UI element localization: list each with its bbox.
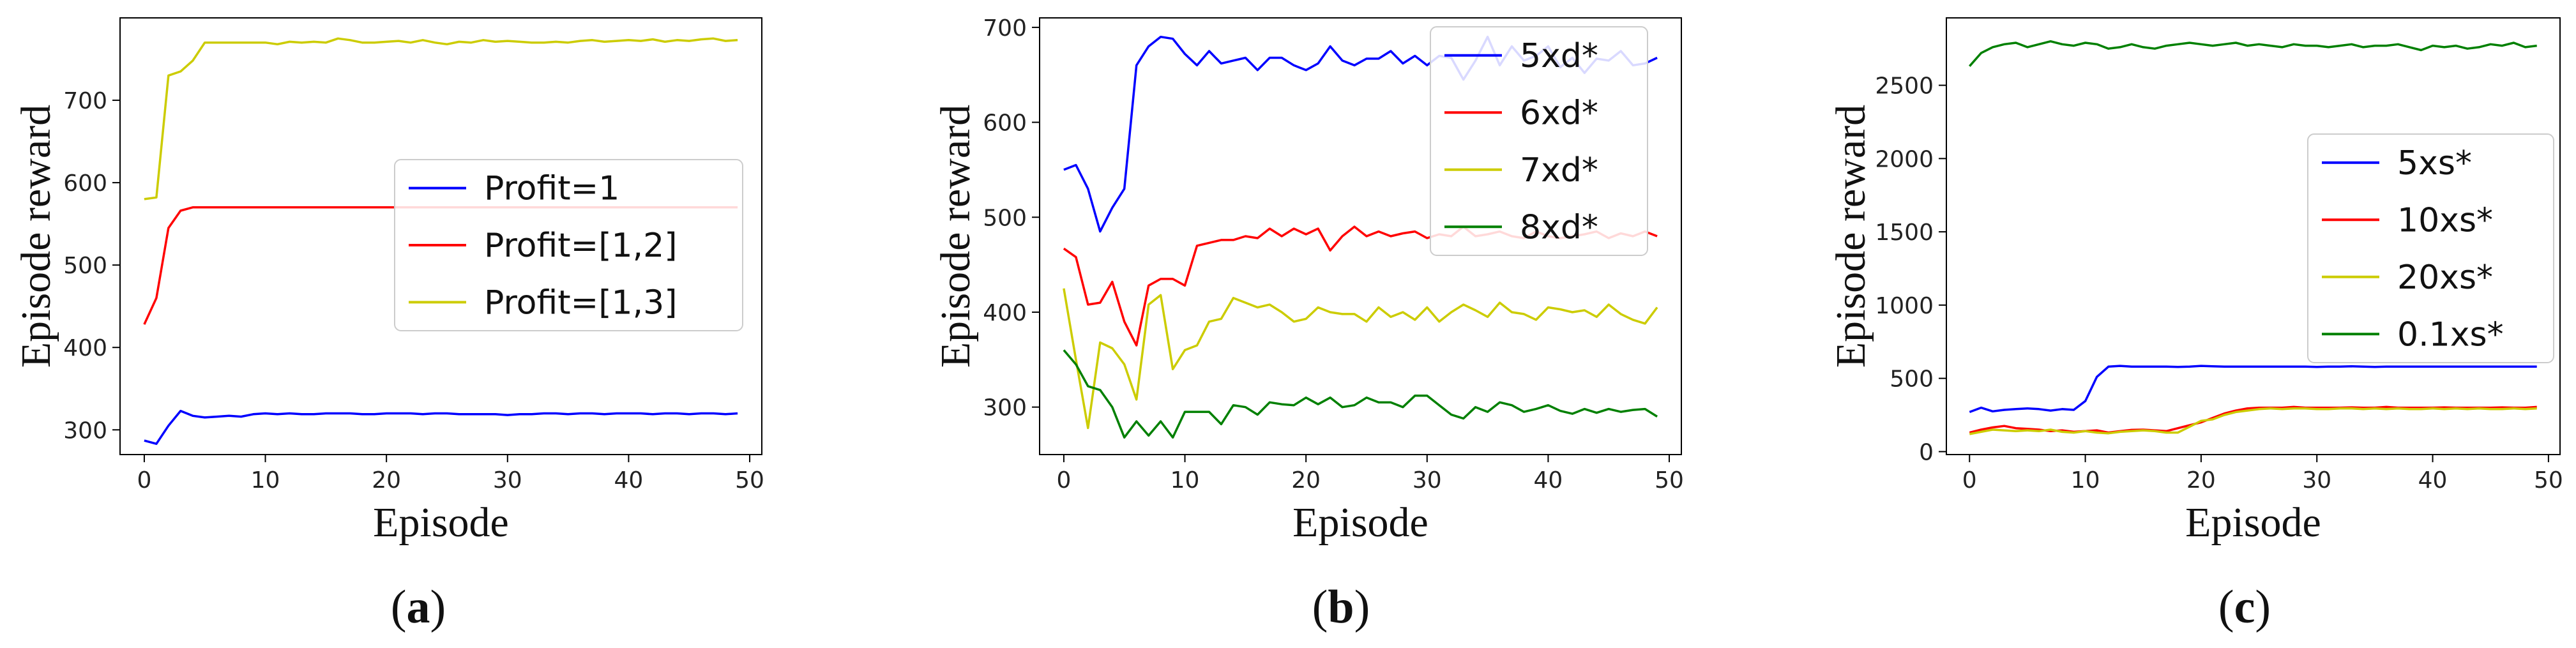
x-tick-label: 0 — [1962, 467, 1977, 494]
x-axis-title: Episode — [2185, 499, 2321, 546]
legend-label: Profit=[1,2] — [484, 227, 677, 265]
legend-label: Profit=[1,3] — [484, 283, 677, 322]
legend: 5xs* 10xs* 20xs* 0.1xs* — [2307, 133, 2554, 363]
y-tick-label: 300 — [63, 418, 107, 444]
y-tick-label: 600 — [983, 110, 1027, 137]
x-tick-label: 40 — [2418, 467, 2448, 494]
x-tick-label: 50 — [2534, 467, 2563, 494]
caption-close-paren: ) — [1354, 581, 1370, 633]
caption-letter: a — [407, 581, 430, 633]
chart-panel-b: 0 10 20 30 40 50 300 400 500 600 700 Episode Episode… — [932, 15, 1684, 633]
y-axis-title: Episode reward — [932, 105, 979, 368]
x-tick-label: 20 — [1291, 467, 1321, 494]
y-tick-label: 400 — [63, 335, 107, 361]
series-line-Profit=1 — [144, 409, 738, 445]
series-line-5xs* — [1969, 365, 2537, 414]
series-line-10xs* — [1969, 405, 2537, 434]
legend: 5xd* 6xd* 7xd* 8xd* — [1430, 26, 1648, 256]
legend-label: 0.1xs* — [2397, 315, 2504, 354]
y-tick-label: 0 — [1919, 439, 1934, 465]
x-axis-title: Episode — [1292, 499, 1428, 546]
y-tick-label: 500 — [1890, 366, 1934, 393]
x-tick-label: 30 — [2302, 467, 2331, 494]
series-line-Profit=[1,3] — [144, 37, 738, 200]
legend-label: 6xd* — [1520, 94, 1598, 132]
chart-panel-c: 0 10 20 30 40 5005001000150020002500EpisodeEp… — [1828, 17, 2563, 633]
legend-box — [1430, 26, 1648, 256]
series-line-8xd* — [1063, 349, 1658, 439]
legend-label: 7xd* — [1520, 151, 1598, 190]
panel-caption: (c) — [2218, 581, 2271, 633]
legend-label: 10xs* — [2397, 201, 2493, 239]
plot-frame — [1946, 17, 2561, 455]
y-tick-label: 700 — [983, 15, 1027, 41]
legend-box — [2307, 133, 2554, 363]
caption-open-paren: ( — [2218, 581, 2234, 633]
x-tick-label: 40 — [614, 467, 644, 494]
x-tick-label: 50 — [1655, 467, 1684, 494]
x-tick-label: 0 — [137, 467, 151, 494]
y-tick-label: 600 — [63, 170, 107, 197]
legend-label: 8xd* — [1520, 208, 1598, 246]
y-tick-label: 500 — [983, 205, 1027, 231]
plot-frame — [1039, 17, 1682, 455]
legend-box — [394, 159, 743, 331]
y-tick-label: 500 — [63, 253, 107, 279]
x-tick-label: 20 — [372, 467, 401, 494]
series-line-20xs* — [1969, 407, 2537, 435]
y-tick-label: 2000 — [1875, 146, 1934, 172]
legend: Profit=1 Profit=[1,2] Profit=[1,3] — [394, 159, 743, 331]
x-tick-label: 20 — [2186, 467, 2216, 494]
caption-open-paren: ( — [1312, 581, 1328, 633]
x-tick-label: 30 — [1413, 467, 1442, 494]
plot-frame — [119, 17, 762, 455]
x-tick-label: 10 — [2071, 467, 2100, 494]
caption-letter: b — [1328, 581, 1354, 633]
panel-caption: (b) — [1312, 581, 1370, 633]
x-tick-label: 40 — [1534, 467, 1563, 494]
caption-close-paren: ) — [2255, 581, 2271, 633]
y-tick-label: 1500 — [1875, 220, 1934, 246]
y-axis-title: Episode reward — [13, 105, 59, 368]
legend-label: 20xs* — [2397, 259, 2493, 297]
caption-letter: c — [2234, 581, 2255, 633]
legend-label: Profit=1 — [484, 170, 619, 208]
x-tick-label: 50 — [735, 467, 764, 494]
chart-panel-a: 0 10 20 30 40 50 300 400 500 600 700 Episode Episode… — [13, 17, 764, 633]
x-tick-label: 30 — [493, 467, 522, 494]
y-tick-label: 300 — [983, 395, 1027, 421]
x-axis-title: Episode — [373, 499, 509, 546]
y-tick-label: 400 — [983, 300, 1027, 326]
legend-label: 5xs* — [2397, 144, 2472, 183]
series-line-0.1xs* — [1968, 40, 2537, 67]
y-tick-label: 1000 — [1875, 293, 1934, 319]
panel-caption: (a) — [391, 581, 446, 633]
y-axis-title: Episode reward — [1828, 105, 1874, 368]
x-tick-label: 10 — [251, 467, 280, 494]
x-tick-label: 10 — [1171, 467, 1200, 494]
y-tick-label: 700 — [63, 88, 107, 114]
caption-close-paren: ) — [430, 581, 446, 633]
x-tick-label: 0 — [1056, 467, 1071, 494]
series-line-7xd* — [1063, 288, 1658, 430]
y-tick-label: 2500 — [1875, 73, 1934, 100]
legend-label: 5xd* — [1520, 37, 1598, 75]
caption-open-paren: ( — [391, 581, 407, 633]
